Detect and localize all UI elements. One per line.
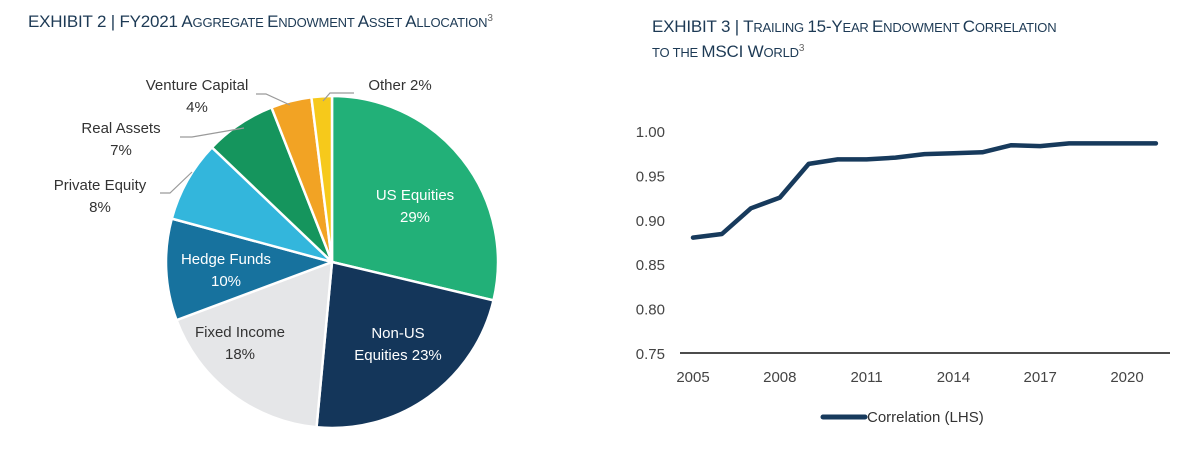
- title-prefix: EXHIBIT 3 |: [652, 17, 744, 36]
- pie-value-us-equities: 29%: [400, 209, 430, 226]
- pie-value-real-assets: 7%: [110, 142, 132, 159]
- leader-line-venture-capital: [256, 93, 291, 106]
- title-word-rest: SSET: [368, 15, 406, 30]
- title-word-rest: LLOCATION: [416, 15, 488, 30]
- title-line-1: EXHIBIT 3 | TRAILING 15-YEAR ENDOWMENT C…: [652, 16, 1057, 38]
- y-tick-label: 0.75: [636, 346, 665, 363]
- title-word-rest: GGREGATE: [192, 15, 268, 30]
- title-word-cap: 15-Y: [807, 17, 843, 36]
- pie-label-fixed-income: Fixed Income: [195, 324, 285, 341]
- title-word-cap: A: [357, 12, 369, 31]
- pie-label-private-equity: Private Equity: [54, 177, 147, 194]
- footnote-marker: 3: [798, 43, 805, 54]
- title-word-rest: NDOWMENT: [883, 20, 963, 35]
- pie-label-hedge-funds: Hedge Funds: [181, 251, 271, 268]
- title-word-rest: RAILING: [753, 20, 808, 35]
- pie-value-fixed-income: 18%: [225, 346, 255, 363]
- footnote-marker: 3: [487, 13, 493, 24]
- title-word-rest: ORRELATION: [974, 20, 1057, 35]
- series-line-correlation: [690, 141, 1159, 240]
- y-tick-label: 1.00: [636, 124, 665, 141]
- pie-slice-us-equities: [330, 94, 500, 302]
- title-word-cap: T: [743, 17, 754, 36]
- y-tick-label: 0.85: [636, 257, 665, 274]
- leader-line-real-assets: [180, 127, 245, 138]
- title-line: EXHIBIT 2 | FY2021 AGGREGATE ENDOWMENT A…: [28, 8, 493, 33]
- exhibit-3-title: EXHIBIT 3 | TRAILING 15-YEAR ENDOWMENT C…: [652, 16, 1057, 63]
- y-tick-label: 0.95: [636, 168, 665, 185]
- pie-label-us-equities: US Equities: [376, 187, 454, 204]
- title-word-cap: E: [267, 12, 279, 31]
- pie-label-real-assets: Real Assets: [81, 120, 160, 137]
- title-word-rest: EAR: [842, 20, 873, 35]
- title-word-cap: E: [872, 17, 884, 36]
- x-tick-label: 2017: [1024, 369, 1057, 386]
- y-tick-label: 0.80: [636, 302, 665, 319]
- x-tick-label: 2008: [763, 369, 796, 386]
- title-word-cap: A: [405, 12, 417, 31]
- x-tick-label: 2020: [1110, 369, 1143, 386]
- x-tick-label: 2005: [676, 369, 709, 386]
- title-word-cap: A: [181, 12, 193, 31]
- title-word-rest: ORLD: [763, 45, 800, 60]
- pie-slice-fixed-income: [174, 260, 334, 429]
- x-tick-label: 2011: [850, 369, 882, 386]
- pie-chart: US Equities 29% Non-US Equities 23% Fixed In…: [54, 77, 500, 430]
- leader-line-other: [322, 92, 354, 102]
- pie-slice-non-us-equities: [315, 260, 496, 430]
- title-word-cap: MSCI W: [701, 42, 764, 61]
- pie-value-non-us-equities: Equities 23%: [354, 347, 442, 364]
- pie-slice-hedge-funds: [164, 217, 337, 322]
- exhibit-2-title: EXHIBIT 2 | FY2021 AGGREGATE ENDOWMENT A…: [28, 8, 493, 33]
- pie-label-non-us-equities: Non-US: [371, 325, 424, 342]
- leader-line-private-equity: [160, 171, 193, 194]
- pie-value-venture-capital: 4%: [186, 99, 208, 116]
- y-tick-label: 0.90: [636, 213, 665, 230]
- title-word-rest: TO THE: [652, 45, 702, 60]
- pie-slice-other: [310, 94, 334, 263]
- pie-value-hedge-funds: 10%: [211, 273, 241, 290]
- pie-value-private-equity: 8%: [89, 199, 111, 216]
- title-line-2: TO THE MSCI WORLD3: [652, 38, 1056, 63]
- pie-label-other: Other 2%: [368, 77, 431, 94]
- x-tick-label: 2014: [937, 369, 970, 386]
- title-word-rest: NDOWMENT: [278, 15, 358, 30]
- legend-label: Correlation (LHS): [867, 409, 984, 426]
- pie-label-venture-capital: Venture Capital: [146, 77, 249, 94]
- title-word-cap: C: [962, 17, 975, 36]
- title-prefix: EXHIBIT 2 | FY2021: [28, 12, 182, 31]
